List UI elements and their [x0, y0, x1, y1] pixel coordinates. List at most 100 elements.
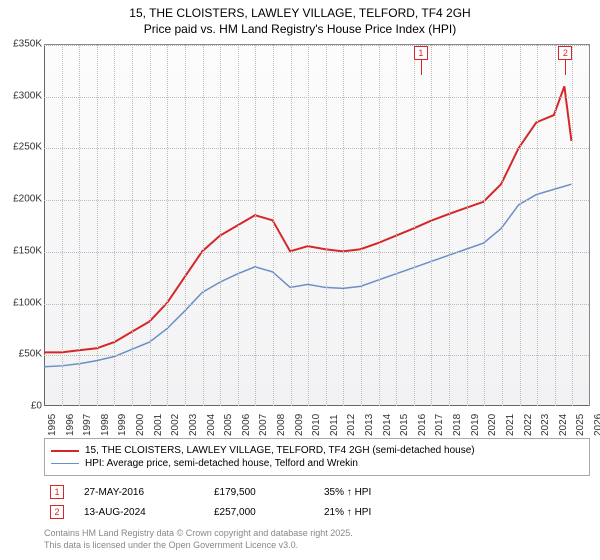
ytick-label: £50K [19, 349, 42, 360]
gridline-v [343, 45, 344, 406]
chart-title: 15, THE CLOISTERS, LAWLEY VILLAGE, TELFO… [0, 0, 600, 39]
plot-area: 12 [44, 44, 590, 406]
xtick-label: 2016 [417, 414, 428, 436]
gridline-v [203, 45, 204, 406]
xtick-label: 1998 [100, 414, 111, 436]
legend-swatch [51, 463, 79, 465]
gridline-v [79, 45, 80, 406]
xtick-label: 2021 [505, 414, 516, 436]
gridline-v [150, 45, 151, 406]
transaction-marker: 2 [50, 505, 64, 519]
legend-swatch [51, 450, 79, 452]
ytick-label: £250K [13, 142, 42, 153]
line-svg [44, 45, 589, 406]
xtick-label: 2014 [382, 414, 393, 436]
gridline-v [572, 45, 573, 406]
xtick-label: 2008 [276, 414, 287, 436]
xtick-label: 2022 [523, 414, 534, 436]
legend: 15, THE CLOISTERS, LAWLEY VILLAGE, TELFO… [44, 438, 590, 476]
gridline-v [555, 45, 556, 406]
xtick-label: 2009 [294, 414, 305, 436]
gridline-v [396, 45, 397, 406]
ytick-label: £200K [13, 194, 42, 205]
transaction-delta: 35% ↑ HPI [324, 487, 371, 498]
xtick-label: 1995 [47, 414, 58, 436]
transaction-table: 1 27-MAY-2016 £179,500 35% ↑ HPI 2 13-AUG-202… [44, 482, 590, 522]
xtick-label: 2026 [593, 414, 600, 436]
attrib-line-1: Contains HM Land Registry data © Crown c… [44, 528, 353, 540]
xtick-label: 2017 [434, 414, 445, 436]
gridline-v [255, 45, 256, 406]
transaction-price: £257,000 [214, 507, 304, 518]
gridline-v [114, 45, 115, 406]
gridline-v [185, 45, 186, 406]
xtick-label: 2018 [452, 414, 463, 436]
gridline-v [467, 45, 468, 406]
xtick-label: 2010 [311, 414, 322, 436]
gridline-h [44, 304, 589, 305]
xtick-label: 2007 [258, 414, 269, 436]
xtick-label: 2015 [399, 414, 410, 436]
xtick-label: 2000 [135, 414, 146, 436]
xtick-label: 2001 [153, 414, 164, 436]
xtick-label: 2011 [329, 414, 340, 436]
xtick-label: 2003 [188, 414, 199, 436]
legend-item: 15, THE CLOISTERS, LAWLEY VILLAGE, TELFO… [51, 445, 583, 456]
xtick-label: 2012 [346, 414, 357, 436]
gridline-v [291, 45, 292, 406]
xtick-label: 2019 [470, 414, 481, 436]
xtick-label: 2005 [223, 414, 234, 436]
gridline-h [44, 200, 589, 201]
gridline-h [44, 355, 589, 356]
xtick-label: 2024 [558, 414, 569, 436]
xtick-label: 2002 [170, 414, 181, 436]
legend-label: HPI: Average price, semi-detached house,… [85, 458, 358, 469]
gridline-v [308, 45, 309, 406]
title-line-2: Price paid vs. HM Land Registry's House … [0, 22, 600, 38]
xtick-label: 2025 [575, 414, 586, 436]
gridline-v [414, 45, 415, 406]
marker-1: 1 [414, 46, 428, 60]
gridline-v [132, 45, 133, 406]
gridline-v [379, 45, 380, 406]
gridline-v [167, 45, 168, 406]
transaction-date: 27-MAY-2016 [84, 487, 194, 498]
gridline-h [44, 252, 589, 253]
xtick-label: 2013 [364, 414, 375, 436]
transaction-price: £179,500 [214, 487, 304, 498]
transaction-marker: 1 [50, 485, 64, 499]
gridline-v [431, 45, 432, 406]
ytick-label: £100K [13, 297, 42, 308]
gridline-v [97, 45, 98, 406]
transaction-row: 2 13-AUG-2024 £257,000 21% ↑ HPI [44, 502, 590, 522]
transaction-date: 13-AUG-2024 [84, 507, 194, 518]
attribution: Contains HM Land Registry data © Crown c… [44, 528, 353, 551]
gridline-v [273, 45, 274, 406]
chart-container: 15, THE CLOISTERS, LAWLEY VILLAGE, TELFO… [0, 0, 600, 560]
ytick-label: £350K [13, 39, 42, 50]
gridline-v [220, 45, 221, 406]
marker-2: 2 [558, 46, 572, 60]
xtick-label: 2006 [241, 414, 252, 436]
xtick-label: 1999 [117, 414, 128, 436]
legend-label: 15, THE CLOISTERS, LAWLEY VILLAGE, TELFO… [85, 445, 475, 456]
transaction-delta: 21% ↑ HPI [324, 507, 371, 518]
xtick-label: 2004 [206, 414, 217, 436]
xtick-label: 1996 [65, 414, 76, 436]
gridline-v [502, 45, 503, 406]
xtick-label: 1997 [82, 414, 93, 436]
gridline-v [361, 45, 362, 406]
attrib-line-2: This data is licensed under the Open Gov… [44, 540, 353, 552]
gridline-v [238, 45, 239, 406]
gridline-h [44, 97, 589, 98]
title-line-1: 15, THE CLOISTERS, LAWLEY VILLAGE, TELFO… [0, 6, 600, 22]
gridline-v [484, 45, 485, 406]
gridline-v [520, 45, 521, 406]
gridline-v [326, 45, 327, 406]
ytick-label: £0 [31, 401, 42, 412]
xtick-label: 2023 [540, 414, 551, 436]
gridline-v [537, 45, 538, 406]
xtick-label: 2020 [487, 414, 498, 436]
ytick-label: £300K [13, 90, 42, 101]
gridline-v [449, 45, 450, 406]
